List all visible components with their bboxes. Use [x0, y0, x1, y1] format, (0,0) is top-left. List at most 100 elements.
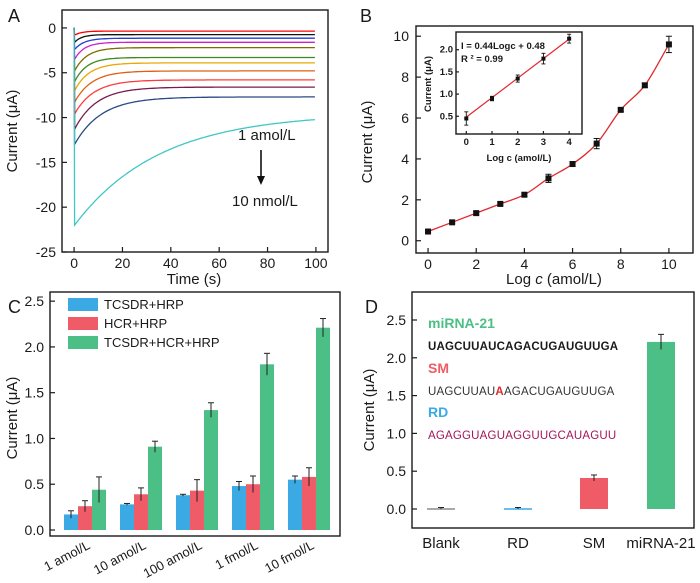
c-ytick-label: 1.0	[25, 430, 45, 446]
b-xtick-label: 8	[617, 256, 625, 272]
c-bar	[120, 504, 134, 530]
c-bar	[260, 364, 274, 530]
panel-b-frame	[415, 25, 694, 254]
c-bar	[134, 494, 148, 530]
c-legend-label: HCR+HRP	[104, 316, 167, 331]
inset-xtick-label: 2	[515, 137, 520, 148]
inset-data-point	[567, 36, 572, 41]
a-xtick-label: 20	[115, 255, 131, 271]
c-bar	[190, 490, 204, 530]
seq-rd-name: RD	[428, 404, 448, 420]
seq-sm-post: AGACUGAUGUUGA	[504, 386, 615, 398]
inset-xlabel: Log c (amol/L)	[487, 153, 552, 164]
inset-frame	[455, 31, 583, 135]
b-data-point	[665, 41, 672, 48]
seq-sm-pre: UAGCUUAU	[428, 386, 495, 398]
a-ytick-label: -15	[36, 154, 56, 170]
panel-c-ylabel: Current (μA)	[4, 377, 21, 460]
panel-a-letter: A	[8, 6, 20, 26]
b-data-point	[545, 175, 552, 182]
c-bar	[232, 486, 246, 530]
c-bar	[204, 410, 218, 530]
d-ytick-label: 2.0	[387, 350, 407, 366]
b-data-point	[497, 200, 504, 207]
d-ytick-label: 1.0	[387, 425, 407, 441]
b-xtick-label: 0	[424, 256, 432, 272]
c-ytick-label: 2.0	[25, 339, 45, 355]
a-series-line-c7	[73, 27, 315, 94]
inset-ytick-label: 2.0	[440, 45, 453, 56]
a-ytick-label: -5	[44, 65, 57, 81]
a-series-line-c11	[73, 27, 315, 147]
b-data-point	[521, 191, 528, 198]
b-ytick-label: 8	[401, 69, 409, 85]
c-legend-swatch	[68, 317, 98, 330]
d-bar	[647, 341, 675, 509]
panel-b-xlabel-var: c	[535, 271, 543, 288]
inset-ytick-label: 1.0	[440, 89, 453, 100]
seq-sm: UAGCUUAUAAGACUGAUGUUGA	[428, 386, 615, 398]
a-series-line-c5	[73, 27, 315, 74]
a-series-line-c6	[73, 27, 315, 85]
b-data-point	[473, 210, 480, 217]
a-series-line-c3	[73, 27, 315, 51]
c-xtick-label: 100 amol/L	[141, 537, 205, 578]
d-ytick-label: 1.5	[387, 388, 407, 404]
panel-a-ylabel: Current (μA)	[4, 90, 21, 173]
a-ytick-label: -20	[36, 199, 56, 215]
inset-xtick-label: 1	[489, 137, 495, 148]
panel-d-ylabel: Current (μA)	[361, 369, 378, 452]
c-bar	[64, 514, 78, 530]
d-ytick-label: 0.5	[387, 463, 407, 479]
d-xtick-label: RD	[507, 535, 529, 552]
panel-a-frame	[61, 9, 329, 253]
inset-xtick-label: 3	[541, 137, 546, 148]
panel-d: D 0.0 0.5 1.0 1.5 2.0 2.5 Blank RD SM miRNA-21 Cu…	[361, 291, 696, 552]
c-legend-swatch	[68, 336, 98, 349]
inset-ylabel: Current (μA)	[423, 56, 434, 112]
c-xtick-label: 1 amol/L	[41, 537, 92, 574]
c-bar	[176, 495, 190, 530]
inset-data-point	[464, 116, 469, 121]
c-ytick-label: 2.5	[25, 293, 45, 309]
b-ytick-label: 2	[401, 192, 409, 208]
c-xtick-label: 1 fmol/L	[213, 537, 261, 572]
a-series-line-c10	[73, 27, 315, 132]
a-ytick-label: -25	[36, 244, 56, 260]
seq-sm-name: SM	[428, 360, 449, 376]
c-ytick-label: 1.5	[25, 385, 45, 401]
c-bar	[78, 506, 92, 530]
seq-mirna: UAGCUUAUCAGACUGAUGUUGA	[428, 341, 618, 353]
a-series-line-c8	[73, 27, 315, 105]
a-series-line-c1	[73, 27, 315, 37]
c-bar	[246, 484, 260, 530]
b-xtick-label: 10	[661, 256, 677, 272]
a-xtick-label: 100	[304, 255, 328, 271]
inset-ytick-label: 1.5	[440, 67, 454, 78]
b-ytick-label: 0	[401, 233, 409, 249]
a-series-line-c12	[73, 27, 315, 227]
b-ytick-label: 6	[401, 110, 409, 126]
c-legend-label: TCSDR+HCR+HRP	[104, 335, 220, 350]
inset-data-point	[490, 96, 494, 101]
c-xtick-label: 10 fmol/L	[262, 537, 316, 575]
panel-b-xlabel-post: (amol/L)	[543, 271, 602, 288]
a-xtick-label: 80	[260, 255, 276, 271]
a-ytick-label: -10	[36, 110, 56, 126]
panel-a-xlabel: Time (s)	[167, 271, 221, 288]
panel-a: A 0 20 40 60 80 100 0 -5 -10 -15 -20 -25 Time (s) C…	[4, 6, 329, 288]
b-data-point	[641, 82, 648, 89]
c-bar	[148, 446, 162, 530]
b-data-point	[617, 106, 624, 113]
panel-a-annotation-bottom: 10 nmol/L	[232, 193, 298, 210]
panel-d-letter: D	[365, 297, 378, 317]
d-xtick-label: Blank	[422, 535, 460, 552]
c-bar	[288, 479, 302, 530]
panel-b-xlabel-pre: Log	[506, 271, 535, 288]
panel-b-ylabel: Current (μA)	[359, 101, 376, 184]
d-xtick-label: SM	[583, 535, 606, 552]
d-ytick-label: 0.0	[387, 501, 407, 517]
inset-ytick-label: 0.5	[440, 111, 454, 122]
